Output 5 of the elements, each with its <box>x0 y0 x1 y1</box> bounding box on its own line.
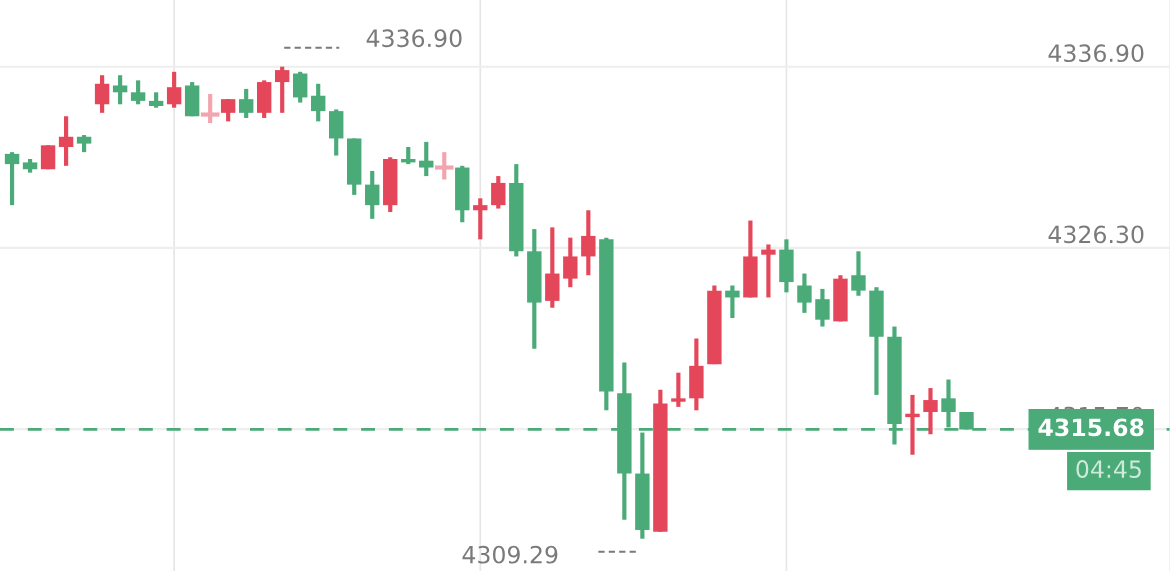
annotation: 4309.29 <box>462 545 558 564</box>
text: 04:45 <box>1076 460 1141 478</box>
y-tick-label: 4326.30 <box>1048 225 1144 244</box>
ref-line-label: 4315.68 <box>1038 418 1144 437</box>
annotation: 4336.90 <box>366 29 462 48</box>
